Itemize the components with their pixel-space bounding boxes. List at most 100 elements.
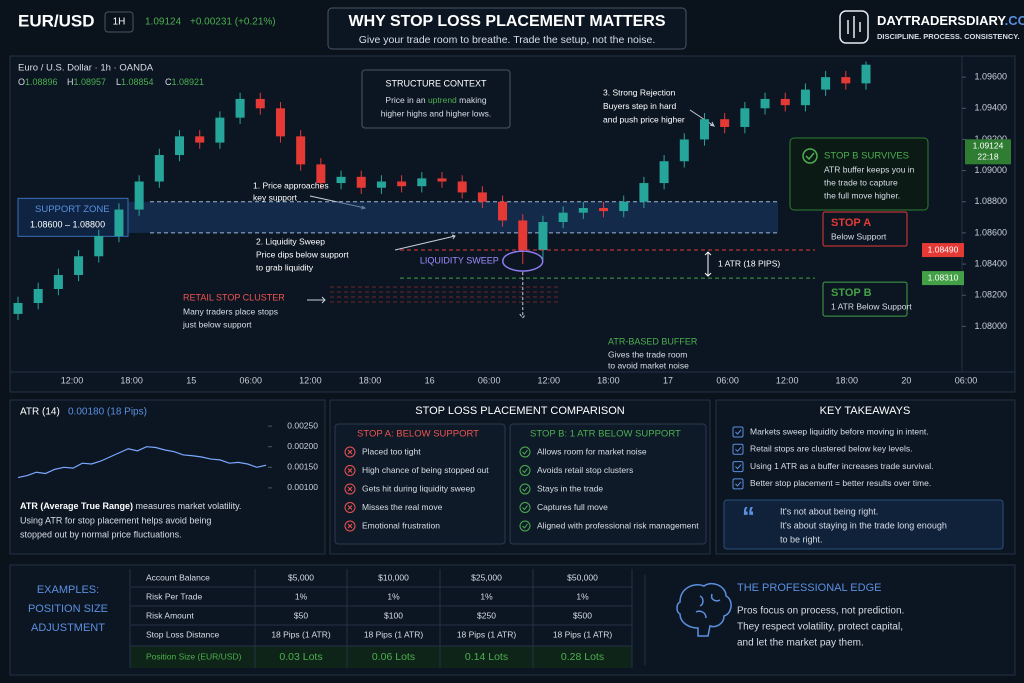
takeaway-item: Markets sweep liquidity before moving in… [750, 426, 929, 436]
x-icon-cross [347, 468, 353, 473]
chart-title: Euro / U.S. Dollar · 1h · OANDA [18, 63, 154, 74]
approach-text: 1. Price approaches [253, 180, 329, 190]
candle-body [255, 98, 265, 109]
checkbox [732, 478, 744, 490]
checkbox-mark [735, 481, 742, 487]
brand: DAYTRADERSDIARY.COM [877, 13, 1024, 28]
ohlc-key: O [18, 77, 25, 87]
ohlc-value: 1.08957 [74, 77, 107, 87]
x-tick-label: 17 [663, 375, 673, 385]
y-tick-label: 1.09200 [974, 134, 1007, 144]
table-cell: $250 [477, 610, 496, 620]
quote-mark: “ [742, 501, 755, 531]
y-tick-label: 1.08800 [974, 196, 1007, 206]
check-icon-mark [522, 486, 528, 492]
sweep-text: Price dips below support [256, 249, 349, 259]
check-icon [519, 502, 531, 513]
x-tick-label: 12:00 [299, 375, 322, 385]
candle-body [296, 136, 306, 165]
checkbox-mark [735, 446, 742, 453]
candle-body [154, 155, 164, 182]
rejection-text: 3. Strong Rejection [603, 87, 676, 97]
structure-text: Price in an uptrend making [385, 95, 486, 105]
candle-body [760, 98, 770, 109]
buffer-title: ATR-BASED BUFFER [608, 336, 698, 346]
x-tick-label: 12:00 [61, 375, 84, 385]
candle-body [114, 209, 124, 237]
last-price-tag [965, 139, 1011, 165]
candle-body [780, 98, 790, 106]
stop-tag [922, 271, 964, 286]
survives-text: the trade to capture [824, 177, 898, 187]
timeframe: 1H [113, 17, 126, 28]
table-cell: $10,000 [378, 572, 409, 582]
structure-pre: Price in an [385, 95, 425, 105]
stop-b-item: Aligned with professional risk managemen… [537, 520, 699, 530]
rejection-text: and push price higher [603, 114, 685, 124]
stop-tag [922, 243, 964, 258]
x-icon-cross [347, 505, 353, 510]
stop-a-title: STOP A: BELOW SUPPORT [357, 429, 479, 440]
candle-body [235, 98, 245, 118]
table-cell: 1% [480, 591, 493, 601]
checkbox-mark [735, 429, 742, 435]
structure-text: higher highs and higher lows. [381, 108, 492, 118]
last-price-time: 22:18 [977, 152, 999, 162]
edge-text: and let the market pay them. [737, 638, 864, 649]
table-cell: 18 Pips (1 ATR) [457, 629, 517, 639]
ohlc: O1.08896 [18, 77, 58, 87]
candle-body [175, 136, 185, 156]
support-zone [18, 201, 778, 233]
edge-text: They respect volatility, protect capital… [737, 622, 903, 633]
x-tick-label: 06:00 [478, 375, 501, 385]
stop-desc: Below Support [831, 231, 887, 241]
ohlc-value: 1.08896 [25, 77, 58, 87]
stop-tag-label: 1.08310 [928, 272, 959, 282]
candle-body [53, 274, 63, 289]
candle-body [336, 176, 346, 184]
ohlc-value: 1.08854 [121, 77, 154, 87]
atr-line [17, 446, 267, 479]
candle-body [841, 77, 851, 84]
candle-body [498, 201, 508, 221]
timeframe-box [104, 11, 134, 33]
table-cell: 1% [387, 591, 400, 601]
ohlc-key: L [116, 77, 121, 87]
retail-stop-cluster [330, 286, 560, 303]
ohlc: L1.08854 [116, 77, 154, 87]
ohlc-key: C [165, 77, 172, 87]
x-icon [344, 446, 356, 458]
x-tick-label: 16 [425, 375, 435, 385]
stop-desc: 1 ATR Below Support [831, 301, 912, 311]
check-icon-mark [522, 468, 528, 474]
buffer-text: Gives the trade room [608, 349, 687, 359]
table-cell: $100 [384, 610, 403, 620]
checkbox [732, 426, 744, 438]
sweep-arrow [519, 272, 527, 319]
atr-desc: Using ATR for stop placement helps avoid… [20, 515, 211, 525]
examples-title: EXAMPLES: [37, 584, 99, 596]
change: +0.00231 (+0.21%) [190, 17, 276, 28]
x-tick-label: 20 [901, 375, 911, 385]
survives-title: STOP B SURVIVES [824, 151, 909, 162]
stop-b-item: Captures full move [537, 502, 608, 512]
candle-body [578, 207, 588, 213]
retail-text: just below support [182, 319, 252, 329]
stop-b-column [509, 423, 707, 545]
candle-body [679, 139, 689, 162]
stop-name: STOP B [831, 287, 872, 299]
buffer-text: to avoid market noise [608, 360, 689, 370]
stop-box [822, 281, 908, 317]
quote-text: to be right. [780, 534, 823, 544]
candle-body [316, 164, 326, 184]
edge-title: THE PROFESSIONAL EDGE [737, 582, 881, 594]
candle-body [275, 108, 285, 137]
structure-title: STRUCTURE CONTEXT [386, 78, 488, 88]
candle-body [821, 77, 831, 90]
table-cell: 0.03 Lots [279, 651, 322, 663]
x-icon [344, 465, 356, 476]
atr-distance-arrow [704, 251, 712, 277]
table-cell: $25,000 [471, 572, 502, 582]
table-cell: Account Balance [146, 572, 210, 582]
x-tick-label: 18:00 [120, 375, 143, 385]
